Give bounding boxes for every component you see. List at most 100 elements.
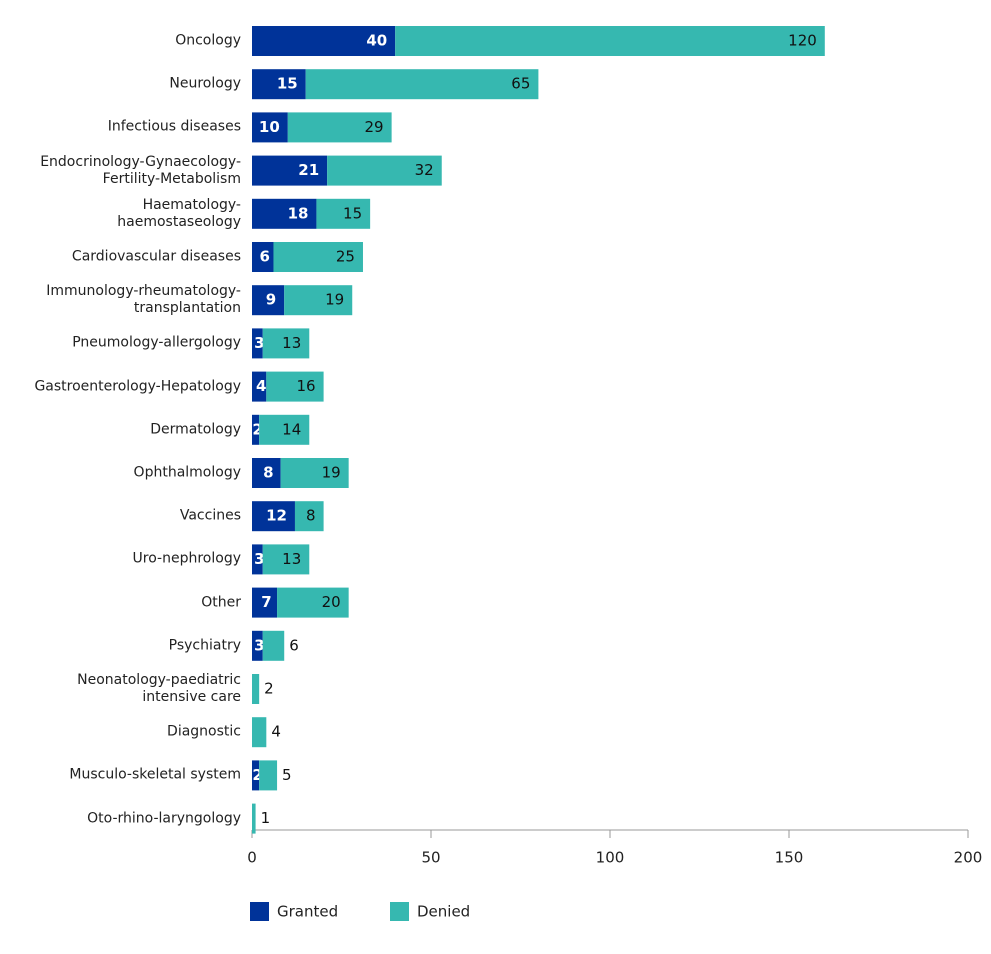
value-label: 2 xyxy=(264,680,274,698)
bar-segment xyxy=(252,760,260,791)
bar-segment xyxy=(252,328,263,359)
x-tick-label: 150 xyxy=(775,849,804,867)
category-label: Other xyxy=(201,594,241,611)
bar-segment xyxy=(252,501,295,532)
x-tick-label: 100 xyxy=(596,849,625,867)
bar-segment xyxy=(305,69,539,100)
value-label: 3 xyxy=(254,334,264,352)
bar-segment xyxy=(252,630,263,661)
value-label: 3 xyxy=(254,550,264,568)
category-label: Oto-rhino-laryngology xyxy=(87,810,241,827)
category-label: Musculo-skeletal system xyxy=(69,766,241,783)
category-label: Diagnostic xyxy=(167,723,241,740)
value-label: 5 xyxy=(282,766,292,784)
bar-segment xyxy=(252,242,274,272)
value-label: 19 xyxy=(322,464,341,482)
bar-segment xyxy=(252,371,267,402)
category-label: Neonatology-paediatric intensive care xyxy=(77,672,241,705)
value-label: 9 xyxy=(266,291,276,309)
value-label: 29 xyxy=(365,118,384,136)
value-label: 13 xyxy=(282,334,301,352)
value-label: 4 xyxy=(271,723,281,741)
legend-swatch xyxy=(390,902,409,921)
bar-segment xyxy=(280,458,349,488)
category-label: Haematology- haemostaseology xyxy=(117,196,241,230)
value-label: 7 xyxy=(261,593,271,611)
legend-label: Granted xyxy=(277,903,338,921)
bar-segment xyxy=(252,26,396,56)
value-label: 15 xyxy=(277,75,298,93)
value-label: 2 xyxy=(252,420,262,438)
value-label: 20 xyxy=(322,593,341,611)
bar-segment xyxy=(262,630,285,661)
category-label: Immunology-rheumatology- transplantation xyxy=(46,283,241,317)
legend-label: Denied xyxy=(417,903,470,921)
bar-segment xyxy=(252,458,281,488)
x-tick-label: 200 xyxy=(954,849,983,867)
bar-segment xyxy=(252,155,328,186)
value-label: 16 xyxy=(297,377,316,395)
bar-segment xyxy=(266,371,324,402)
value-label: 2 xyxy=(252,766,262,784)
bar-segment xyxy=(287,112,392,143)
bar-segment xyxy=(252,112,288,143)
value-label: 3 xyxy=(254,636,264,654)
legend-swatch xyxy=(250,902,269,921)
value-label: 65 xyxy=(511,75,530,93)
category-label: Oncology xyxy=(175,32,241,49)
value-label: 40 xyxy=(366,32,387,50)
value-label: 4 xyxy=(256,377,266,395)
bar-segment xyxy=(252,69,306,100)
value-label: 8 xyxy=(263,464,273,482)
bar-segment xyxy=(259,414,310,445)
bar-segment xyxy=(252,198,317,229)
bar-segment xyxy=(284,285,353,316)
value-label: 1 xyxy=(261,809,271,827)
category-label: Endocrinology-Gynaecology- Fertility-Met… xyxy=(40,153,241,187)
value-label: 13 xyxy=(282,550,301,568)
bar-segment xyxy=(252,674,260,704)
bar-segment xyxy=(252,285,285,316)
value-label: 19 xyxy=(325,291,344,309)
bar-segment xyxy=(252,587,278,618)
value-label: 6 xyxy=(289,636,299,654)
value-label: 14 xyxy=(282,420,301,438)
value-label: 12 xyxy=(266,507,287,525)
x-tick-label: 50 xyxy=(421,849,440,867)
value-label: 120 xyxy=(788,32,817,50)
category-label: Uro-nephrology xyxy=(132,550,241,567)
category-label: Pneumology-allergology xyxy=(72,334,241,351)
bar-segment xyxy=(259,760,278,791)
value-label: 18 xyxy=(288,204,309,222)
value-label: 21 xyxy=(298,161,319,179)
value-label: 25 xyxy=(336,248,355,266)
bar-segment xyxy=(277,587,349,618)
category-label: Vaccines xyxy=(179,507,241,524)
category-label: Ophthalmology xyxy=(133,464,241,481)
value-label: 8 xyxy=(306,507,316,525)
bar-segment xyxy=(252,414,260,445)
category-label: Dermatology xyxy=(150,421,241,438)
bar-segment xyxy=(327,155,442,186)
value-label: 6 xyxy=(260,248,270,266)
value-label: 15 xyxy=(343,204,362,222)
bar-segment xyxy=(395,26,825,56)
category-label: Psychiatry xyxy=(168,637,241,654)
category-label: Cardiovascular diseases xyxy=(71,248,241,265)
bar-segment xyxy=(273,242,363,272)
category-label: Gastroenterology-Hepatology xyxy=(34,378,241,395)
bar-segment xyxy=(262,328,310,359)
bar-segment xyxy=(252,717,267,748)
bar-segment xyxy=(252,544,263,575)
bar-segment xyxy=(252,803,256,834)
value-label: 10 xyxy=(259,118,280,136)
bar-segment xyxy=(262,544,310,575)
value-label: 32 xyxy=(415,161,434,179)
category-label: Neurology xyxy=(169,75,241,92)
category-label: Infectious diseases xyxy=(107,118,241,135)
x-tick-label: 0 xyxy=(247,849,257,867)
bar-segment xyxy=(316,198,371,229)
bar-segment xyxy=(294,501,324,532)
